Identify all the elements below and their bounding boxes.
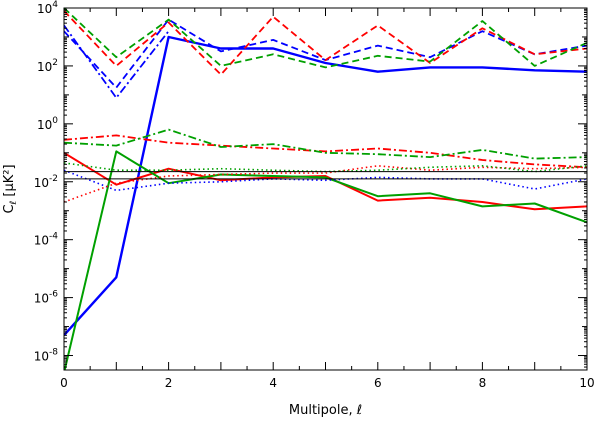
series-line-10 bbox=[64, 169, 587, 192]
series-line-6 bbox=[64, 8, 587, 69]
y-tick-label: 10-6 bbox=[34, 290, 59, 306]
y-tick-label: 100 bbox=[37, 116, 58, 132]
series-line-9 bbox=[64, 128, 587, 160]
x-tick-label: 2 bbox=[165, 376, 173, 390]
x-axis-label: Multipole, ℓ bbox=[289, 403, 362, 418]
y-tick-label: 102 bbox=[37, 58, 58, 74]
x-tick-label: 4 bbox=[269, 376, 277, 390]
y-tick-label: 10-2 bbox=[34, 174, 58, 190]
x-tick-label: 10 bbox=[579, 376, 594, 390]
series-line-3 bbox=[64, 150, 587, 370]
x-tick-label: 6 bbox=[374, 376, 382, 390]
y-tick-label: 104 bbox=[37, 0, 58, 16]
y-axis-label: Cℓ [μK²] bbox=[2, 164, 19, 213]
x-tick-label: 8 bbox=[479, 376, 487, 390]
y-tick-label: 10-4 bbox=[34, 232, 59, 248]
series-line-7 bbox=[64, 24, 170, 99]
y-tick-label: 10-8 bbox=[34, 348, 59, 364]
series-line-4 bbox=[64, 18, 587, 89]
x-tick-label: 0 bbox=[60, 376, 68, 390]
series-line-1 bbox=[64, 35, 587, 337]
series-line-8 bbox=[64, 134, 587, 169]
